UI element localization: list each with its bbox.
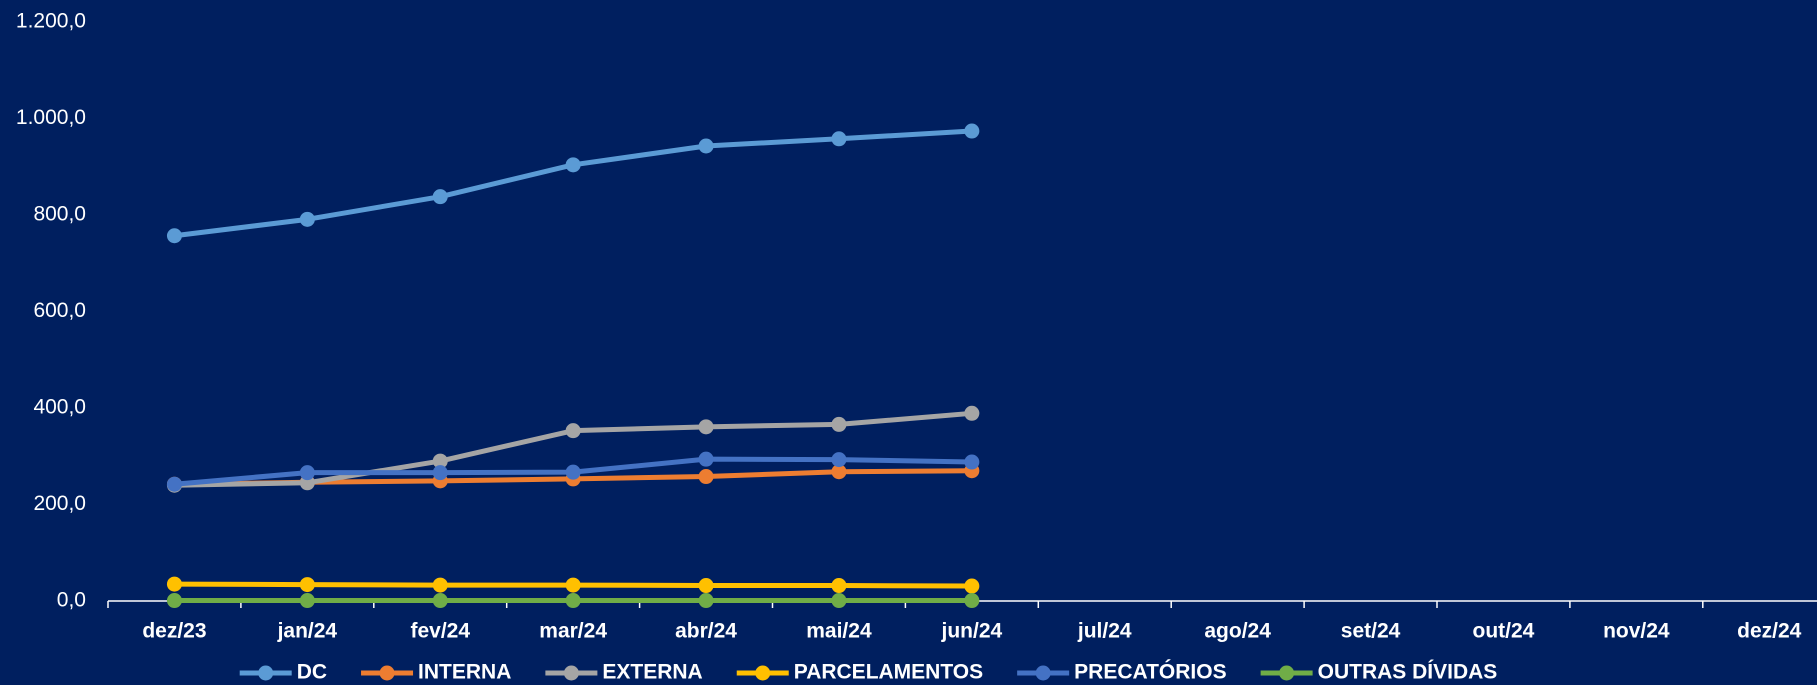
data-point [299, 593, 315, 609]
data-point [432, 189, 448, 205]
data-point [432, 577, 448, 593]
legend-item: PARCELAMENTOS [736, 661, 983, 684]
data-point [166, 228, 182, 244]
data-point [964, 593, 980, 609]
data-point [565, 577, 581, 593]
data-point [299, 465, 315, 481]
data-point [964, 123, 980, 139]
data-point [698, 469, 714, 485]
data-point [831, 131, 847, 147]
y-tick-label: 0,0 [57, 589, 86, 612]
x-tick-label: jun/24 [941, 620, 1003, 643]
data-point [964, 454, 980, 470]
legend-marker [563, 665, 579, 681]
legend-label: DC [297, 661, 327, 684]
x-tick-label: jan/24 [277, 620, 338, 643]
legend-label: PARCELAMENTOS [794, 661, 983, 684]
data-point [432, 465, 448, 481]
legend-marker [755, 665, 771, 681]
legend-item: DC [239, 661, 327, 684]
y-tick-label: 600,0 [33, 299, 86, 322]
legend: DC INTERNA EXTERNA PARCELAMENTOS PRECATÓRIOS… [239, 660, 1498, 684]
legend-marker [379, 665, 395, 681]
x-tick-label: abr/24 [675, 620, 737, 643]
data-point [964, 405, 980, 421]
legend-item: PRECATÓRIOS [1017, 660, 1227, 684]
data-point [698, 578, 714, 594]
legend-item: EXTERNA [545, 661, 703, 684]
data-point [166, 576, 182, 592]
x-tick-label: fev/24 [410, 620, 470, 643]
legend-label: OUTRAS DÍVIDAS [1318, 661, 1498, 684]
legend-label: EXTERNA [602, 661, 702, 684]
legend-item: OUTRAS DÍVIDAS [1260, 661, 1498, 684]
data-point [698, 419, 714, 435]
x-tick-label: nov/24 [1603, 620, 1670, 643]
data-point [565, 423, 581, 439]
data-point [831, 464, 847, 480]
data-point [698, 451, 714, 467]
data-point [698, 138, 714, 154]
data-point [299, 211, 315, 227]
y-tick-label: 400,0 [33, 396, 86, 419]
x-tick-label: mai/24 [806, 620, 872, 643]
y-tick-label: 1.200,0 [16, 10, 86, 33]
data-point [565, 157, 581, 173]
data-point [698, 593, 714, 609]
data-point [964, 578, 980, 594]
x-tick-label: set/24 [1341, 620, 1401, 643]
data-point [166, 476, 182, 492]
data-point [565, 464, 581, 480]
x-tick-label: dez/23 [142, 620, 206, 643]
legend-marker [1279, 665, 1295, 681]
data-point [432, 593, 448, 609]
data-point [432, 453, 448, 469]
legend-label: PRECATÓRIOS [1074, 660, 1226, 684]
x-tick-label: dez/24 [1737, 620, 1802, 643]
data-point [565, 593, 581, 609]
y-tick-label: 1.000,0 [16, 106, 86, 129]
x-tick-label: ago/24 [1204, 620, 1271, 643]
data-point [299, 577, 315, 593]
x-tick-label: jul/24 [1077, 620, 1132, 643]
legend-item: INTERNA [361, 661, 511, 684]
data-point [831, 593, 847, 609]
data-point [831, 416, 847, 432]
y-tick-label: 200,0 [33, 492, 86, 515]
data-point [166, 593, 182, 609]
x-tick-label: out/24 [1473, 620, 1535, 643]
y-tick-label: 800,0 [33, 203, 86, 226]
legend-marker [258, 665, 274, 681]
x-tick-label: mar/24 [539, 620, 607, 643]
legend-marker [1035, 665, 1051, 681]
legend-label: INTERNA [418, 661, 511, 684]
data-point [831, 452, 847, 468]
data-point [831, 578, 847, 594]
